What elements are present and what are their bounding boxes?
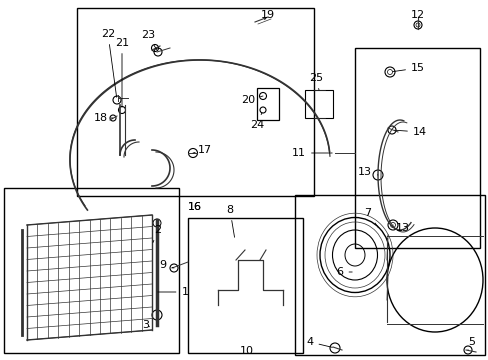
Text: 6: 6 bbox=[336, 267, 351, 277]
Text: 23: 23 bbox=[141, 30, 156, 50]
Text: 1: 1 bbox=[158, 287, 188, 297]
Bar bbox=[294, 195, 484, 355]
Text: 15: 15 bbox=[392, 63, 424, 73]
Text: 22: 22 bbox=[101, 29, 116, 97]
Text: 11: 11 bbox=[291, 148, 331, 158]
Text: 12: 12 bbox=[410, 10, 424, 20]
Text: 19: 19 bbox=[261, 10, 274, 20]
Text: 20: 20 bbox=[241, 95, 263, 105]
Text: 25: 25 bbox=[308, 73, 323, 90]
Bar bbox=[305, 90, 332, 118]
Text: 24: 24 bbox=[249, 113, 264, 130]
Bar bbox=[257, 88, 279, 120]
Text: 18: 18 bbox=[94, 113, 113, 123]
Text: 4: 4 bbox=[306, 337, 332, 347]
Text: 5: 5 bbox=[467, 337, 474, 350]
Text: 8: 8 bbox=[226, 205, 234, 237]
Text: 21: 21 bbox=[115, 38, 129, 107]
Text: 14: 14 bbox=[394, 127, 426, 137]
Text: 2: 2 bbox=[153, 225, 161, 242]
Text: 17: 17 bbox=[193, 145, 212, 155]
Text: 13: 13 bbox=[357, 167, 377, 177]
Text: 10: 10 bbox=[240, 346, 253, 356]
Text: 7: 7 bbox=[364, 208, 378, 228]
Text: 13: 13 bbox=[392, 223, 409, 233]
Bar bbox=[354, 48, 479, 248]
Text: 16: 16 bbox=[187, 202, 202, 212]
Bar bbox=[187, 218, 303, 353]
Text: 9: 9 bbox=[159, 260, 174, 270]
Bar bbox=[4, 188, 179, 353]
Bar bbox=[77, 8, 313, 196]
Text: 3: 3 bbox=[142, 320, 149, 330]
Text: 16: 16 bbox=[187, 202, 202, 212]
